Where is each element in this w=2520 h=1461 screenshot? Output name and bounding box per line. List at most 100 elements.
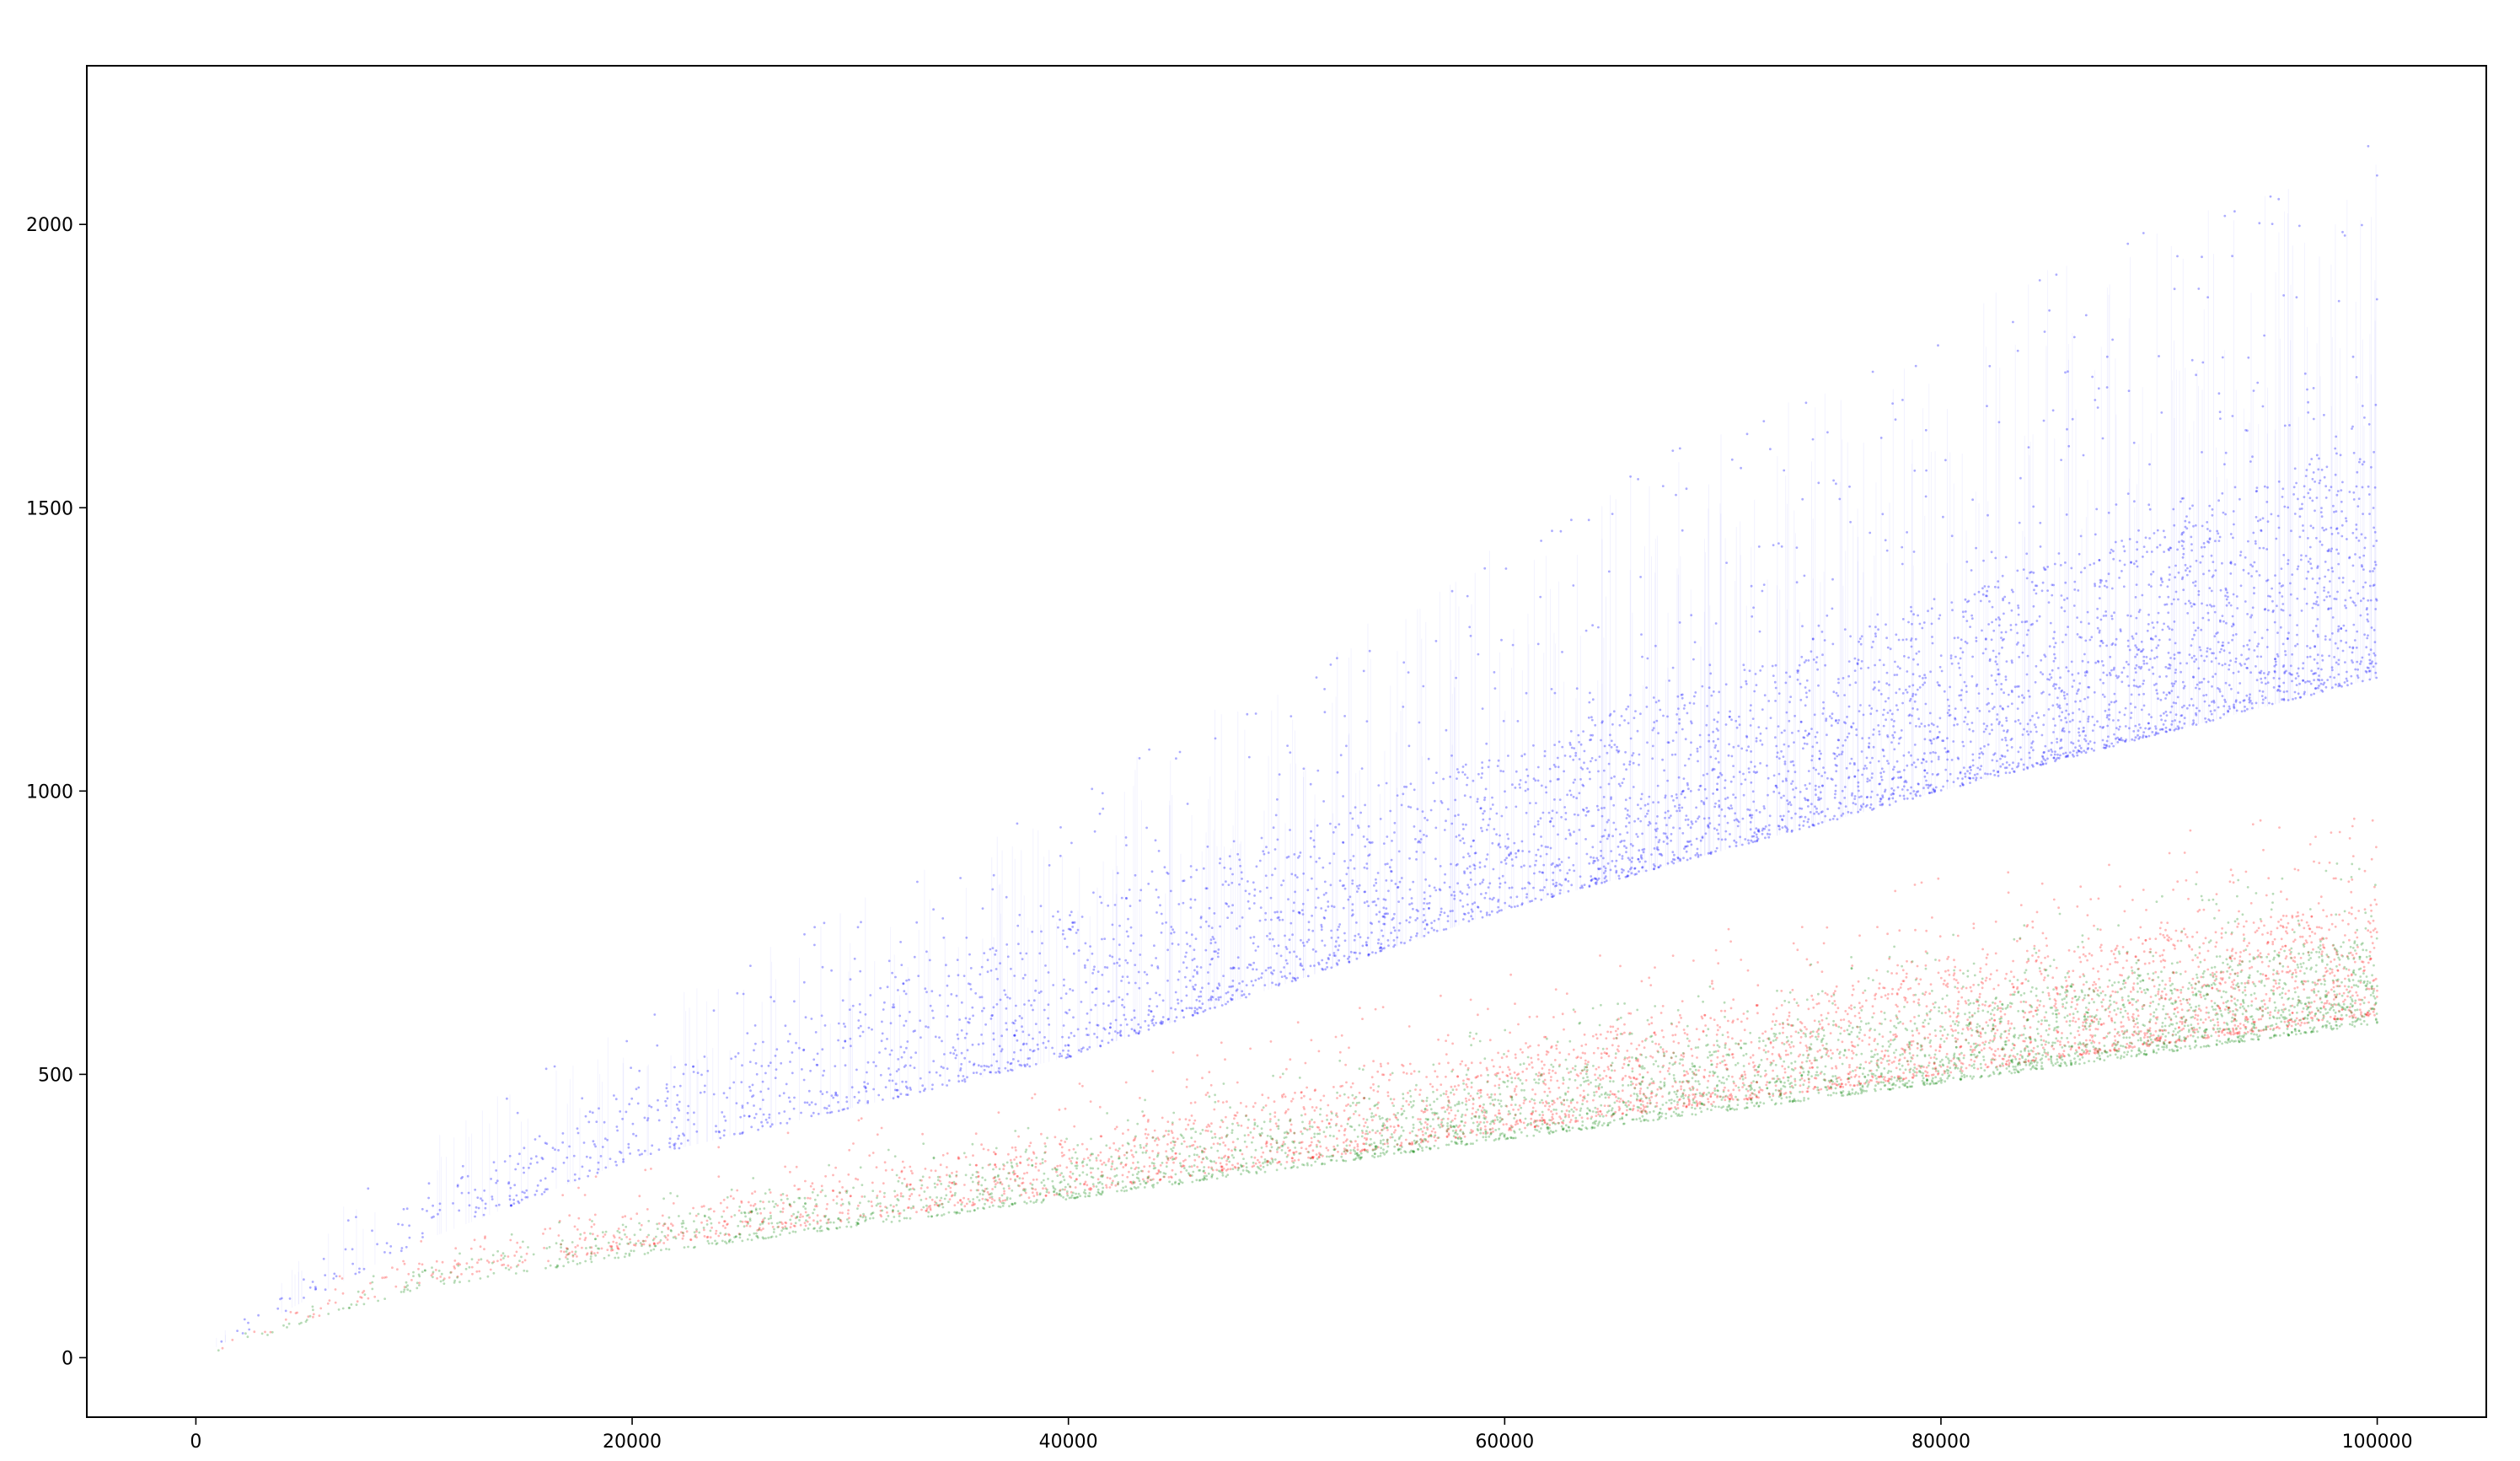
series-1-point bbox=[2346, 670, 2348, 674]
series-1-point bbox=[1558, 777, 1560, 781]
series-1-point bbox=[969, 988, 973, 991]
series-1-point bbox=[1093, 1033, 1096, 1035]
series-1-point bbox=[2266, 486, 2269, 489]
series-1-point bbox=[998, 1066, 1000, 1070]
series-1-point bbox=[1337, 948, 1340, 952]
series-1-point bbox=[2203, 545, 2206, 549]
series-1-point bbox=[1758, 630, 1761, 633]
series-1-point bbox=[1481, 707, 1484, 710]
series-1-point bbox=[959, 877, 962, 879]
series-1-point bbox=[615, 1163, 618, 1167]
series-1-point bbox=[1927, 783, 1930, 787]
series-1-point bbox=[2307, 491, 2310, 495]
series-1-point bbox=[2180, 540, 2184, 542]
series-1-point bbox=[1440, 800, 1443, 803]
series-1-point bbox=[1631, 857, 1634, 860]
series-1-point bbox=[1459, 839, 1462, 842]
series-1-point bbox=[834, 1092, 838, 1095]
series-1-point bbox=[730, 1057, 733, 1061]
series-1-point bbox=[1013, 1050, 1016, 1054]
series-1-point bbox=[1124, 959, 1128, 962]
series-1-point bbox=[2184, 563, 2187, 567]
series-1-point bbox=[2288, 614, 2292, 617]
series-1-point bbox=[2174, 701, 2178, 705]
series-1-point bbox=[1276, 910, 1279, 914]
series-1-point bbox=[1012, 1058, 1015, 1061]
series-1-point bbox=[1587, 716, 1590, 719]
series-1-point bbox=[1602, 835, 1606, 837]
series-1-point bbox=[2228, 684, 2231, 687]
series-1-point bbox=[1521, 850, 1524, 852]
series-1-point bbox=[1649, 822, 1652, 825]
series-1-point bbox=[1013, 975, 1016, 977]
series-1-point bbox=[2314, 687, 2317, 690]
series-1-point bbox=[431, 1216, 433, 1219]
series-1-point bbox=[2181, 680, 2185, 684]
series-1-point bbox=[962, 975, 966, 977]
series-1-point bbox=[2232, 622, 2235, 626]
series-1-point bbox=[1735, 719, 1738, 722]
series-1-point bbox=[968, 1061, 971, 1063]
series-1-point bbox=[2108, 717, 2110, 721]
series-1-point bbox=[2158, 675, 2162, 679]
series-1-point bbox=[2022, 763, 2025, 766]
series-1-point bbox=[1481, 772, 1483, 775]
series-1-point bbox=[1555, 881, 1558, 884]
series-1-point bbox=[628, 1103, 631, 1106]
series-1-point bbox=[2116, 736, 2120, 739]
series-1-point bbox=[1088, 1021, 1091, 1024]
series-1-point bbox=[1618, 853, 1621, 857]
series-1-point bbox=[1842, 677, 1845, 679]
series-1-point bbox=[1442, 928, 1445, 931]
series-1-point bbox=[1215, 986, 1219, 989]
series-1-point bbox=[1247, 880, 1249, 883]
series-1-point bbox=[629, 1152, 631, 1155]
series-1-point bbox=[2366, 618, 2369, 621]
series-1-point bbox=[1879, 803, 1882, 807]
series-1-point bbox=[1119, 1029, 1123, 1033]
series-1-point bbox=[1261, 972, 1263, 975]
series-1-point bbox=[1529, 802, 1531, 804]
series-1-point bbox=[1508, 853, 1510, 856]
series-1-point bbox=[1854, 803, 1858, 806]
series-1-point bbox=[1588, 862, 1591, 865]
series-1-point bbox=[1797, 729, 1800, 733]
series-1-point bbox=[2028, 695, 2031, 698]
series-1-point bbox=[2278, 582, 2281, 585]
series-1-point bbox=[1928, 723, 1930, 727]
series-1-point bbox=[1504, 881, 1507, 884]
series-1-point bbox=[1774, 700, 1777, 702]
series-1-point bbox=[757, 1128, 759, 1131]
series-1-point bbox=[1821, 784, 1824, 787]
series-1-point bbox=[1540, 844, 1543, 847]
series-1-point bbox=[1461, 765, 1465, 768]
series-1-point bbox=[2173, 653, 2176, 656]
series-1-point bbox=[963, 1080, 967, 1083]
series-1-point bbox=[2182, 531, 2185, 534]
series-1-point bbox=[2298, 682, 2302, 685]
series-1-point bbox=[1510, 858, 1514, 861]
series-1-point bbox=[2293, 690, 2297, 694]
series-1-point bbox=[1727, 754, 1730, 757]
series-1-point bbox=[2111, 338, 2115, 341]
series-1-point bbox=[1942, 739, 1945, 743]
series-1-point bbox=[646, 1119, 649, 1122]
series-1-point bbox=[510, 1204, 512, 1207]
series-1-point bbox=[1697, 817, 1699, 820]
series-1-point bbox=[1577, 733, 1580, 737]
series-1-point bbox=[2210, 660, 2213, 663]
series-1-point bbox=[2306, 656, 2309, 658]
series-1-point bbox=[2361, 656, 2364, 659]
series-1-point bbox=[1625, 768, 1627, 771]
series-1-point bbox=[1360, 767, 1364, 770]
series-1-point bbox=[2363, 546, 2367, 550]
series-1-point bbox=[905, 1093, 908, 1096]
series-1-point bbox=[1225, 880, 1227, 883]
series-1-point bbox=[1686, 712, 1689, 715]
series-1-point bbox=[2309, 524, 2313, 528]
series-1-point bbox=[1621, 867, 1623, 871]
series-1-point bbox=[1857, 785, 1860, 788]
series-1-point bbox=[1590, 760, 1592, 763]
series-1-point bbox=[769, 1061, 772, 1064]
series-1-point bbox=[2295, 481, 2298, 485]
